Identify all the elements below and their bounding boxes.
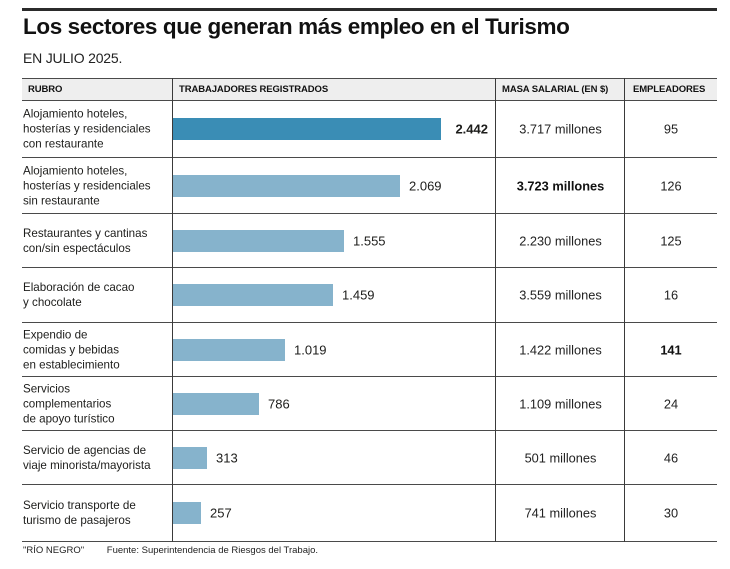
bar-trabajadores: [173, 284, 333, 306]
table-row: Alojamiento hoteles, hosterías y residen…: [22, 158, 717, 214]
data-table: RUBRO TRABAJADORES REGISTRADOS MASA SALA…: [22, 78, 717, 542]
bar-value-label: 1.019: [294, 342, 327, 357]
column-header-masa-salarial: MASA SALARIAL (EN $): [502, 84, 609, 95]
bar-value-label: 2.069: [409, 178, 442, 193]
table-row: Servicio de agencias de viaje minorista/…: [22, 431, 717, 485]
empleadores-value: 141: [660, 342, 682, 357]
column-divider: [624, 78, 626, 542]
bar-trabajadores: [173, 118, 441, 140]
empleadores-value: 95: [663, 121, 679, 137]
column-header-empleadores: EMPLEADORES: [633, 84, 706, 95]
bar-value-label: 257: [210, 505, 232, 521]
empleadores-value: 16: [663, 287, 679, 303]
masa-salarial-value: 501 millones: [524, 450, 597, 465]
empleadores-value: 46: [663, 450, 679, 465]
masa-salarial-value: 3.717 millones: [519, 121, 602, 137]
top-rule: [22, 8, 717, 11]
column-header-trabajadores: TRABAJADORES REGISTRADOS: [179, 84, 329, 95]
row-label-rubro: Elaboración de cacao y chocolate: [23, 281, 135, 309]
bar-trabajadores: [173, 392, 259, 415]
table-row: Alojamiento hoteles, hosterías y residen…: [22, 101, 717, 158]
masa-salarial-value: 741 millones: [524, 505, 597, 521]
column-divider: [495, 78, 497, 542]
bar-trabajadores: [173, 174, 400, 197]
row-label-rubro: Alojamiento hoteles, hosterías y residen…: [23, 164, 151, 207]
table-row: Servicios complementarios de apoyo turís…: [22, 377, 717, 431]
bar-value-label: 2.442: [455, 121, 488, 137]
row-label-rubro: Expendio de comidas y bebidas en estable…: [23, 328, 120, 371]
bar-trabajadores: [173, 229, 344, 252]
bar-trabajadores: [173, 446, 207, 469]
bar-value-label: 1.459: [342, 287, 375, 303]
footer: "RÍO NEGRO" Fuente: Superintendencia de …: [23, 545, 318, 556]
masa-salarial-value: 1.109 millones: [519, 396, 602, 411]
empleadores-value: 126: [660, 178, 682, 193]
empleadores-value: 125: [660, 233, 682, 248]
bar-value-label: 786: [268, 396, 290, 411]
column-header-rubro: RUBRO: [28, 84, 63, 95]
empleadores-value: 30: [663, 505, 679, 521]
masa-salarial-value: 3.723 millones: [516, 178, 605, 193]
chart-subtitle: EN JULIO 2025.: [23, 50, 123, 66]
masa-salarial-value: 3.559 millones: [519, 287, 602, 303]
bar-value-label: 313: [216, 450, 238, 465]
row-label-rubro: Alojamiento hoteles, hosterías y residen…: [23, 107, 151, 151]
masa-salarial-value: 2.230 millones: [519, 233, 602, 248]
row-label-rubro: Restaurantes y cantinas con/sin espectác…: [23, 226, 148, 255]
table-row: Restaurantes y cantinas con/sin espectác…: [22, 214, 717, 268]
bar-trabajadores: [173, 338, 285, 361]
chart-title: Los sectores que generan más empleo en e…: [23, 14, 570, 39]
table-header-row: RUBRO TRABAJADORES REGISTRADOS MASA SALA…: [22, 78, 717, 101]
footer-source: Fuente: Superintendencia de Riesgos del …: [106, 545, 319, 556]
row-label-rubro: Servicios complementarios de apoyo turís…: [23, 382, 115, 425]
row-label-rubro: Servicio de agencias de viaje minorista/…: [23, 443, 151, 472]
column-divider: [172, 78, 174, 542]
bar-value-label: 1.555: [353, 233, 386, 248]
bar-trabajadores: [173, 502, 201, 524]
table-row: Expendio de comidas y bebidas en estable…: [22, 323, 717, 377]
row-label-rubro: Servicio transporte de turismo de pasaje…: [23, 499, 136, 527]
table-row: Servicio transporte de turismo de pasaje…: [22, 485, 717, 542]
empleadores-value: 24: [663, 396, 679, 411]
footer-brand: "RÍO NEGRO": [23, 545, 85, 556]
masa-salarial-value: 1.422 millones: [519, 342, 602, 357]
table-row: Elaboración de cacao y chocolate 1.459 3.5…: [22, 268, 717, 323]
